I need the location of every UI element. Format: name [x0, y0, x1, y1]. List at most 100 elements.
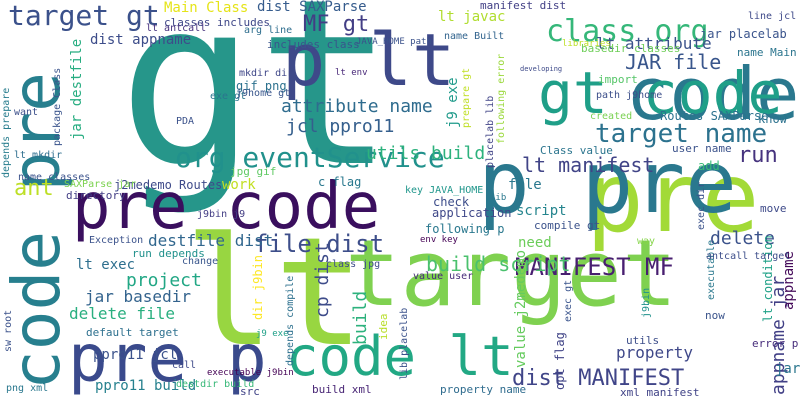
cloud-word-prepare-gt: prepare gt	[461, 67, 472, 128]
cloud-word-lib-placelab: lib placelab	[399, 307, 410, 380]
cloud-word-pre-code: pre code	[72, 170, 381, 244]
cloud-word-pre-p: pre p	[68, 320, 267, 397]
cloud-word-class-value: Class value	[540, 144, 613, 157]
cloud-word-lt-mkdir: lt mkdir	[14, 150, 63, 161]
cloud-word-move: move	[760, 202, 787, 215]
cloud-word-line-jcl: line jcl	[748, 11, 797, 22]
cloud-word-pda: PDA	[176, 116, 195, 127]
cloud-word-run: run	[738, 143, 778, 168]
cloud-word-j9home-gt: j9home gt	[236, 88, 291, 99]
cloud-word-default-target: default target	[86, 326, 179, 339]
cloud-word-p-lt: p lt	[282, 18, 456, 102]
cloud-word-value-j2medemo: value j2medemo	[513, 249, 529, 368]
cloud-word-saxparse-jar: SAXParse jar	[64, 179, 137, 190]
cloud-word-exec-gt: exec gt	[563, 279, 574, 322]
cloud-word-build-script: build script	[426, 252, 571, 276]
cloud-word-directory: directory	[66, 189, 126, 202]
cloud-word-jar: jar	[775, 361, 800, 377]
cloud-word-value-user: value user	[413, 271, 474, 282]
cloud-word-utils: utils	[626, 334, 660, 347]
cloud-word-compile-gt: compile gt	[534, 219, 601, 232]
cloud-word-property-name: property name	[440, 383, 527, 396]
cloud-word-way: way	[637, 236, 656, 247]
cloud-word-application: application	[432, 206, 512, 220]
cloud-word-destdir-build: destdir build	[176, 379, 255, 390]
cloud-word-j9-exe-small: j9 exe	[256, 329, 289, 339]
cloud-word-opt-flag: opt flag	[553, 332, 567, 390]
cloud-word-property: property	[616, 343, 694, 362]
cloud-word-build: build	[350, 290, 371, 345]
cloud-word-user-name: user name	[672, 142, 732, 155]
cloud-word-name-built: name Built	[444, 31, 505, 42]
cloud-word-depends-compile: depends compile	[285, 275, 296, 366]
cloud-word-dir-j9bin: dir j9bin	[251, 254, 265, 320]
cloud-word-want: want	[14, 107, 39, 118]
cloud-word-j9bin: j9bin	[641, 287, 652, 318]
cloud-word-mf-gt: MF gt	[303, 12, 370, 37]
cloud-word-libraries: libraries	[562, 39, 611, 49]
cloud-word-c-flag: c flag	[318, 175, 362, 189]
cloud-word-need: need	[518, 235, 552, 251]
cloud-word-lt-exec: lt exec	[76, 257, 136, 273]
cloud-word-classes-includes: classes includes	[164, 16, 270, 29]
cloud-word-executable-j9bin: executable j9bin	[207, 368, 294, 378]
cloud-word-lt: lt	[184, 206, 365, 380]
cloud-word-executable: executable	[706, 239, 717, 300]
cloud-word-developing: developing	[520, 65, 563, 73]
cloud-word-name-classes: name classes	[18, 172, 91, 183]
cloud-word-includes-class: includes class	[267, 38, 360, 51]
cloud-word-jar-basedir: jar basedir	[85, 287, 191, 306]
cloud-word-manifest-mf: MANIFEST MF	[515, 253, 674, 281]
cloud-word-created: created	[590, 111, 633, 122]
cloud-word-lt-antcall: lt antcall	[146, 23, 207, 34]
cloud-word-know: know	[758, 112, 787, 126]
cloud-word-class-org: class org	[546, 14, 709, 49]
cloud-word-exec-dir: exec dir	[696, 181, 707, 230]
cloud-word-antcall-target: antcall target	[706, 251, 791, 262]
cloud-word-ant: ant	[14, 176, 54, 201]
cloud-word-destfile-dist: destfile dist	[148, 231, 274, 250]
cloud-word-project: project	[126, 270, 202, 291]
cloud-word-manifest-dist: manifest dist	[480, 0, 567, 12]
cloud-word-dist-saxparse: dist SAXParse	[257, 0, 367, 15]
cloud-word-work: work	[222, 177, 256, 193]
cloud-word-file-dist: file dist	[254, 230, 385, 258]
cloud-word-routes-saxparse: Routes SAXParse	[660, 109, 769, 123]
cloud-word-code: code	[626, 52, 800, 136]
cloud-word-add: add	[698, 159, 720, 173]
cloud-word-run-depends: run depends	[132, 247, 205, 260]
cloud-word-file: file	[508, 177, 542, 193]
cloud-word-delete: delete	[710, 228, 776, 249]
cloud-word-gt-code: gt code	[538, 59, 783, 127]
cloud-word-key-java-home: key JAVA_HOME	[405, 185, 484, 196]
cloud-word-code-lt: code lt	[286, 325, 514, 388]
cloud-word-utils-build: utils build	[366, 143, 486, 164]
cloud-word-basedir-classes: basedir classes	[581, 42, 681, 55]
cloud-word-arg-line: arg line	[244, 25, 293, 36]
cloud-word-sw-root: sw root	[3, 309, 14, 352]
cloud-word-script: script	[516, 203, 567, 219]
cloud-word-dist-appname: dist appname	[90, 32, 192, 48]
cloud-word-jar-file: JAR file	[625, 50, 722, 74]
cloud-word-p-pre: p pre	[478, 133, 737, 233]
cloud-word-jpg-gif: jpg gif	[230, 165, 277, 178]
cloud-word-target: target	[345, 220, 678, 327]
cloud-word-following-p: following p	[425, 222, 505, 236]
cloud-word-j2medemo-routes: j2medemo Routes	[114, 178, 223, 192]
cloud-word-jar-placelab: jar placelab	[700, 27, 787, 41]
cloud-word-class-jpg: class jpg	[326, 259, 381, 270]
cloud-word-jcl-ppro11: jcl ppro11	[286, 116, 395, 137]
cloud-word-lt-attribute: lt attribute	[596, 34, 712, 53]
cloud-word-target-name: target name	[595, 119, 768, 149]
cloud-word-j9bin-j9: j9bin j9	[197, 209, 246, 220]
cloud-word-package-class: package Class	[52, 67, 63, 146]
cloud-word-ppro11-jcl: ppro11 jcl	[93, 347, 178, 363]
cloud-word-following-error: following error	[496, 53, 507, 144]
cloud-word-png-xml: png xml	[6, 383, 49, 394]
cloud-word-jar-destfile: jar destfile	[69, 38, 85, 140]
cloud-word-lib: lib	[490, 193, 507, 203]
cloud-word-call: call	[172, 360, 197, 371]
cloud-word-attribute-name: attribute name	[281, 96, 433, 117]
cloud-word-change: change	[182, 256, 219, 267]
